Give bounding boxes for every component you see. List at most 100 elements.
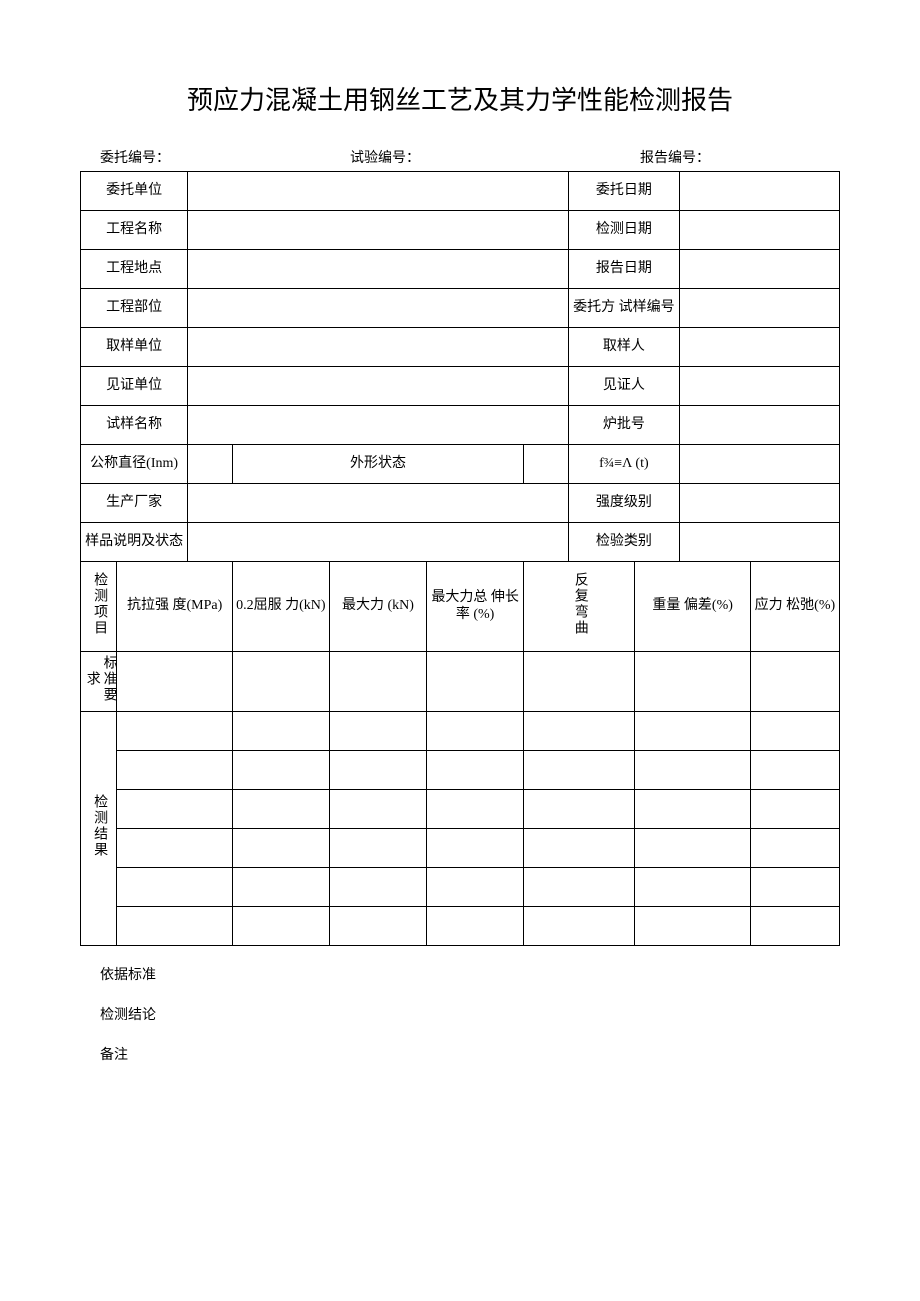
result-cell xyxy=(524,751,635,790)
label-report-date: 报告日期 xyxy=(568,250,679,289)
value-sampler xyxy=(680,328,840,367)
result-cell xyxy=(427,829,524,868)
value-project-name xyxy=(188,211,568,250)
value-project-location xyxy=(188,250,568,289)
label-sample-name: 试样名称 xyxy=(81,406,188,445)
result-cell xyxy=(635,829,750,868)
report-title: 预应力混凝土用钢丝工艺及其力学性能检测报告 xyxy=(80,80,840,117)
value-commission-date xyxy=(680,172,840,211)
result-cell xyxy=(524,907,635,946)
result-cell xyxy=(524,868,635,907)
result-cell xyxy=(427,907,524,946)
value-witness xyxy=(680,367,840,406)
label-conclusion: 检测结论 xyxy=(100,1004,840,1024)
label-witness: 见证人 xyxy=(568,367,679,406)
result-cell xyxy=(427,868,524,907)
result-cell xyxy=(635,868,750,907)
value-furnace-batch xyxy=(680,406,840,445)
label-test-item: 检测项目 xyxy=(81,562,117,652)
result-cell xyxy=(427,751,524,790)
result-cell xyxy=(750,907,839,946)
col-weight-dev: 重量 偏差(%) xyxy=(635,562,750,652)
result-cell xyxy=(635,751,750,790)
value-sample-desc xyxy=(188,523,568,562)
label-manufacturer: 生产厂家 xyxy=(81,484,188,523)
header-numbers: 委托编号： 试验编号： 报告编号： xyxy=(80,147,840,167)
result-cell xyxy=(329,868,426,907)
label-commission-unit: 委托单位 xyxy=(81,172,188,211)
result-cell xyxy=(117,712,232,751)
result-cell xyxy=(635,907,750,946)
result-cell xyxy=(329,751,426,790)
result-cell xyxy=(750,868,839,907)
req-weight-dev xyxy=(635,652,750,712)
label-sampler: 取样人 xyxy=(568,328,679,367)
result-cell xyxy=(329,712,426,751)
footer-section: 依据标准 检测结论 备注 xyxy=(80,964,840,1064)
value-manufacturer xyxy=(188,484,568,523)
label-furnace-batch: 炉批号 xyxy=(568,406,679,445)
label-nominal-diameter: 公称直径(Inm) xyxy=(81,445,188,484)
value-sampling-unit xyxy=(188,328,568,367)
label-test-result: 检测结果 xyxy=(81,712,117,946)
result-cell xyxy=(329,829,426,868)
label-sample-desc: 样品说明及状态 xyxy=(81,523,188,562)
test-no: 试验编号： xyxy=(290,147,480,167)
result-cell xyxy=(750,790,839,829)
value-strength-grade xyxy=(680,484,840,523)
label-standard-basis: 依据标准 xyxy=(100,964,840,984)
report-table: 委托单位 委托日期 工程名称 检测日期 工程地点 报告日期 工程部位 委托方 试… xyxy=(80,171,840,946)
result-cell xyxy=(232,829,329,868)
result-cell xyxy=(232,751,329,790)
col-max-force: 最大力 (kN) xyxy=(329,562,426,652)
label-witness-unit: 见证单位 xyxy=(81,367,188,406)
label-client-sample-no: 委托方 试样编号 xyxy=(568,289,679,328)
value-test-date xyxy=(680,211,840,250)
label-sampling-unit: 取样单位 xyxy=(81,328,188,367)
col-stress-relax: 应力 松弛(%) xyxy=(750,562,839,652)
result-cell xyxy=(750,829,839,868)
result-cell xyxy=(427,712,524,751)
result-cell xyxy=(232,868,329,907)
result-cell xyxy=(232,790,329,829)
label-project-location: 工程地点 xyxy=(81,250,188,289)
col-bending: 反复弯曲 xyxy=(524,562,635,652)
result-cell xyxy=(117,868,232,907)
label-remarks: 备注 xyxy=(100,1044,840,1064)
value-commission-unit xyxy=(188,172,568,211)
col-yield: 0.2屈服 力(kN) xyxy=(232,562,329,652)
value-client-sample-no xyxy=(680,289,840,328)
result-cell xyxy=(524,829,635,868)
result-cell xyxy=(750,712,839,751)
result-cell xyxy=(329,790,426,829)
result-cell xyxy=(635,790,750,829)
result-cell xyxy=(524,790,635,829)
result-cell xyxy=(117,829,232,868)
label-weight-t: f¾≡Λ (t) xyxy=(568,445,679,484)
label-inspection-type: 检验类别 xyxy=(568,523,679,562)
value-project-part xyxy=(188,289,568,328)
req-max-force xyxy=(329,652,426,712)
commission-no: 委托编号： xyxy=(100,147,290,167)
label-commission-date: 委托日期 xyxy=(568,172,679,211)
value-sample-name xyxy=(188,406,568,445)
req-tensile xyxy=(117,652,232,712)
result-cell xyxy=(232,712,329,751)
report-no: 报告编号： xyxy=(480,147,830,167)
req-stress-relax xyxy=(750,652,839,712)
result-cell xyxy=(117,751,232,790)
req-bending xyxy=(524,652,635,712)
value-inspection-type xyxy=(680,523,840,562)
col-tensile: 抗拉强 度(MPa) xyxy=(117,562,232,652)
req-yield xyxy=(232,652,329,712)
label-project-part: 工程部位 xyxy=(81,289,188,328)
value-shape-state xyxy=(524,445,569,484)
value-witness-unit xyxy=(188,367,568,406)
result-cell xyxy=(117,790,232,829)
result-cell xyxy=(427,790,524,829)
value-weight-t xyxy=(680,445,840,484)
result-cell xyxy=(635,712,750,751)
value-report-date xyxy=(680,250,840,289)
result-cell xyxy=(750,751,839,790)
req-elongation xyxy=(427,652,524,712)
